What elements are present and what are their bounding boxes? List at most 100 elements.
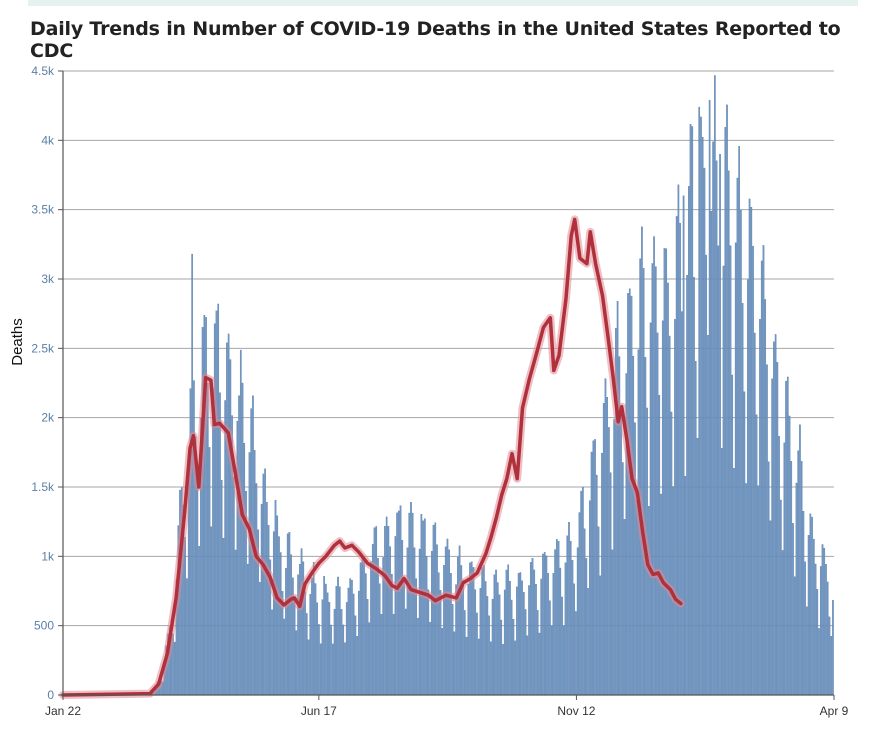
daily-deaths-bar (538, 632, 541, 696)
daily-deaths-bar (606, 397, 609, 696)
daily-deaths-bar (771, 378, 773, 696)
daily-deaths-bar (500, 619, 503, 696)
daily-deaths-bar (780, 499, 782, 696)
daily-deaths-bar (778, 436, 780, 696)
y-tick-label: 3k (41, 272, 55, 286)
daily-deaths-bar (266, 502, 268, 696)
daily-deaths-bar (545, 555, 548, 696)
daily-deaths-bar (609, 472, 612, 696)
daily-deaths-bar (219, 392, 221, 696)
daily-deaths-bar (792, 523, 794, 696)
daily-deaths-bar (248, 452, 251, 696)
daily-deaths-bar (804, 561, 806, 696)
daily-deaths-bar (272, 531, 275, 696)
daily-deaths-bar (743, 391, 746, 696)
daily-deaths-bar (675, 216, 678, 696)
daily-deaths-bar (726, 104, 728, 696)
daily-deaths-bar (314, 583, 317, 696)
daily-deaths-bar (769, 520, 772, 696)
daily-deaths-bar (394, 536, 397, 696)
daily-deaths-bar (575, 611, 577, 696)
y-tick-label: 1k (41, 549, 55, 563)
daily-deaths-bar (693, 277, 695, 696)
daily-deaths-bar (342, 624, 345, 696)
daily-deaths-bar (267, 525, 270, 696)
daily-deaths-bar (576, 547, 579, 696)
daily-deaths-bar (474, 589, 477, 696)
daily-deaths-bar (505, 569, 508, 696)
daily-deaths-bar (630, 295, 633, 696)
daily-deaths-bar (184, 537, 187, 696)
daily-deaths-bar (797, 450, 800, 696)
daily-deaths-bar (589, 500, 591, 696)
daily-deaths-bar (330, 624, 332, 696)
daily-deaths-bar (613, 419, 615, 696)
daily-deaths-bar (686, 274, 688, 696)
daily-deaths-bar (288, 532, 291, 696)
daily-deaths-bar (332, 643, 334, 696)
y-tick-label: 500 (34, 619, 54, 633)
daily-deaths-bar (814, 563, 817, 696)
daily-deaths-bar (670, 411, 673, 696)
daily-deaths-bar (392, 613, 395, 696)
daily-deaths-bar (443, 565, 445, 696)
daily-deaths-bar (384, 526, 386, 696)
daily-deaths-bar (535, 584, 537, 696)
daily-deaths-bar (364, 573, 367, 696)
daily-deaths-bar (234, 549, 237, 696)
daily-deaths-bar (703, 167, 706, 696)
daily-deaths-bar (373, 527, 376, 696)
daily-deaths-bar (347, 587, 350, 696)
daily-deaths-bar (457, 556, 459, 696)
daily-deaths-bar (246, 563, 249, 696)
daily-deaths-bar (562, 625, 565, 696)
x-tick-label: Jun 17 (301, 704, 337, 718)
daily-deaths-bar (641, 226, 643, 696)
daily-deaths-bar (481, 567, 483, 696)
y-tick-label: 3.5k (31, 203, 55, 217)
daily-deaths-bar (561, 596, 563, 696)
daily-deaths-bar (714, 75, 716, 696)
axes: 0 500 1k 1.5k 2k 2.5k 3k 3.5k 4k 4.5k Jan 22 Jun 17… (31, 64, 848, 718)
daily-deaths-bar (338, 586, 341, 696)
y-tick-label: 2.5k (31, 341, 55, 355)
daily-deaths-bars (134, 75, 834, 696)
daily-deaths-bar (738, 146, 740, 696)
daily-deaths-bar (668, 335, 671, 696)
daily-deaths-bar (741, 303, 744, 696)
daily-deaths-bar (694, 360, 697, 696)
daily-deaths-bar (823, 547, 826, 696)
daily-deaths-bar (354, 615, 357, 696)
daily-deaths-bar (821, 544, 824, 696)
daily-deaths-bar (507, 564, 510, 696)
daily-deaths-bar (295, 630, 298, 696)
y-tick-label: 0 (47, 688, 54, 702)
daily-deaths-bar (832, 600, 834, 696)
daily-deaths-bar (755, 414, 758, 696)
daily-deaths-bar (368, 622, 371, 696)
daily-deaths-bar (819, 566, 822, 696)
daily-deaths-bar (424, 518, 426, 696)
daily-deaths-bar (222, 537, 225, 696)
daily-deaths-bar (380, 614, 383, 696)
daily-deaths-bar (472, 567, 475, 696)
daily-deaths-bar (720, 448, 723, 696)
daily-deaths-bar (484, 581, 487, 696)
daily-deaths-bar (568, 522, 570, 696)
daily-deaths-bar (448, 549, 450, 696)
daily-deaths-bar (708, 99, 711, 696)
daily-deaths-bar (408, 512, 411, 696)
daily-deaths-bar (217, 303, 220, 696)
daily-deaths-bar (682, 195, 685, 696)
daily-deaths-bar (486, 596, 489, 696)
daily-deaths-bar (344, 642, 346, 696)
daily-deaths-bar (795, 482, 798, 696)
daily-deaths-bar (389, 546, 391, 696)
daily-deaths-bar (623, 519, 626, 696)
daily-deaths-bar (531, 558, 534, 696)
daily-deaths-bar (752, 245, 754, 696)
daily-deaths-bar (764, 299, 767, 696)
daily-deaths-bar (326, 592, 329, 696)
daily-deaths-bar (753, 332, 756, 696)
daily-deaths-bar (806, 606, 808, 696)
